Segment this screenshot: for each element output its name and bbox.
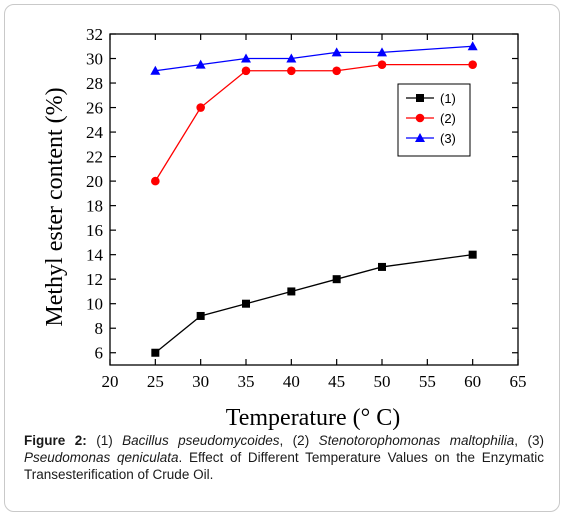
series-1-line	[154, 254, 473, 354]
caption-number-2: , (2)	[279, 433, 319, 448]
series-3-point	[241, 53, 251, 63]
y-tick-label: 16	[86, 221, 103, 240]
y-tick-label: 6	[95, 344, 104, 363]
chart-legend: (1) (2) (3)	[397, 83, 471, 157]
series-2-point	[332, 66, 341, 76]
caption-figure-label: Figure 2:	[24, 433, 87, 448]
y-tick-label: 8	[95, 319, 104, 338]
x-tick-label: 25	[147, 372, 164, 391]
chart-series	[150, 41, 478, 357]
series-3-point	[377, 47, 387, 57]
legend-label-3: (3)	[440, 131, 456, 146]
caption-number-1: (1)	[86, 433, 123, 448]
y-tick-label: 30	[86, 50, 103, 69]
caption-species-2: Stenotorophomonas maltophilia	[318, 433, 515, 448]
series-2-point	[468, 60, 477, 69]
series-2-point	[287, 66, 296, 76]
x-tick-label: 50	[374, 372, 391, 391]
legend-marker-1	[416, 94, 424, 102]
x-tick-label: 65	[510, 372, 527, 391]
series-2	[151, 60, 477, 186]
y-tick-label: 24	[86, 123, 104, 142]
y-tick-label: 18	[86, 197, 103, 216]
x-tick-label: 35	[238, 372, 255, 391]
y-tick-label: 26	[86, 99, 103, 118]
figure-caption: Figure 2: (1) Bacillus pseudomycoides, (…	[24, 432, 544, 483]
series-2-point	[151, 176, 160, 186]
series-1-point	[378, 262, 386, 271]
chart-ticks: 20 25 30 35 40 45 50 55 60 65 6 8 10 12 14 16 18 20 22 24 26…	[86, 25, 527, 391]
y-tick-label: 20	[86, 172, 103, 191]
series-1	[151, 250, 477, 357]
y-tick-label: 32	[86, 25, 103, 44]
y-axis-title: Methyl ester content (%)	[42, 87, 68, 326]
legend-marker-3	[415, 133, 425, 142]
series-1-point	[151, 348, 160, 357]
line-chart: 20 25 30 35 40 45 50 55 60 65 6 8 10 12 14 16 18 20 22 24 26…	[42, 25, 527, 430]
series-1-point	[287, 287, 296, 296]
series-3-point	[467, 41, 478, 51]
caption-species-3: Pseudomonas qeniculata	[24, 450, 179, 465]
x-tick-label: 60	[464, 372, 481, 391]
x-tick-label: 45	[328, 372, 345, 391]
x-tick-label: 20	[102, 372, 119, 391]
series-1-point	[332, 275, 341, 284]
x-tick-label: 30	[192, 372, 209, 391]
x-tick-label: 40	[283, 372, 300, 391]
series-2-point	[196, 103, 205, 112]
legend-marker-2	[415, 113, 425, 123]
series-1-point	[242, 299, 250, 308]
y-tick-label: 28	[86, 74, 103, 93]
caption-number-3: , (3)	[514, 433, 544, 448]
series-1-point	[196, 311, 205, 320]
series-2-point	[377, 60, 387, 69]
x-axis-title: Temperature (° C)	[226, 405, 401, 430]
y-tick-label: 22	[86, 148, 103, 167]
caption-description: . Effect of Different Temperature Values…	[24, 450, 544, 482]
y-tick-label: 12	[86, 270, 103, 289]
series-3-point	[286, 53, 297, 63]
x-tick-label: 55	[419, 372, 436, 391]
series-3-point	[195, 59, 206, 69]
series-3-point	[150, 65, 161, 75]
caption-species-1: Bacillus pseudomycoides	[122, 433, 280, 448]
series-2-point	[241, 66, 251, 76]
y-tick-label: 10	[86, 295, 103, 314]
legend-box	[397, 83, 471, 157]
plot-area-border	[109, 33, 519, 366]
series-1-point	[468, 250, 477, 259]
y-tick-label: 14	[86, 246, 104, 265]
legend-label-2: (2)	[440, 111, 456, 126]
chart-axes	[109, 33, 519, 366]
series-3-point	[331, 47, 342, 57]
legend-label-1: (1)	[440, 91, 456, 106]
series-3	[150, 41, 478, 75]
